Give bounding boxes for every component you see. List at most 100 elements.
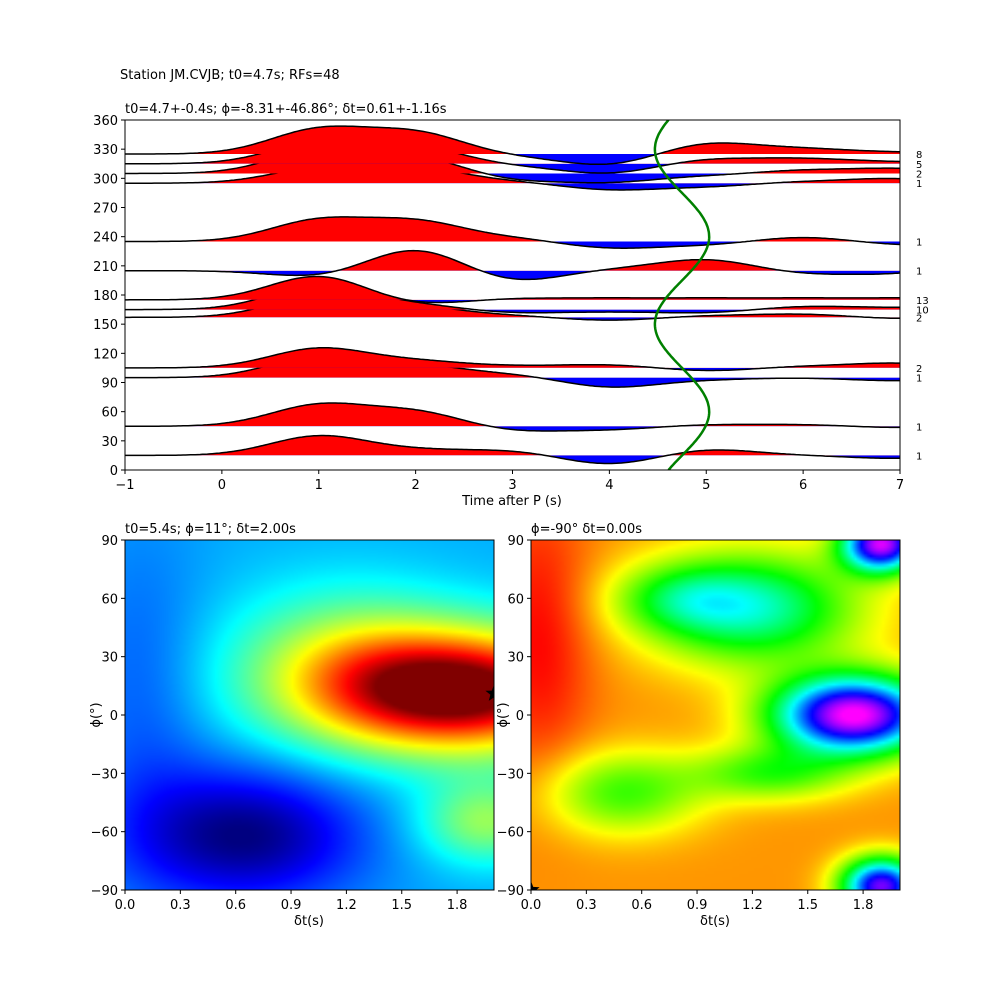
- rf-trace: [125, 216, 900, 249]
- rf-trace-count: 2: [916, 169, 922, 180]
- rf-trace-positive-fill: [125, 216, 900, 242]
- heatmap-left-panel: t0=5.4s; ϕ=11°; δt=2.00s 0.0 0.3 0.6 0.9 1.2…: [89, 522, 495, 929]
- hm-right-x-tick-label: 0.6: [631, 898, 652, 913]
- heatmap-right-title: ϕ=-90° δt=0.00s: [531, 522, 642, 537]
- rf-trace-line: [125, 147, 900, 184]
- heatmap-left-x-axis: 0.0 0.3 0.6 0.9 1.2 1.5 1.8: [115, 890, 468, 913]
- rf-x-tick-label: 7: [896, 478, 904, 493]
- rf-trace-positive-fill: [336, 250, 784, 271]
- rf-x-tick-label: 3: [508, 478, 516, 493]
- rf-trace: [125, 249, 900, 281]
- rf-trace-negative-fill: [548, 241, 900, 249]
- hm-left-star-icon: [485, 684, 494, 701]
- hm-right-x-tick-label: 1.2: [742, 898, 763, 913]
- hm-left-y-tick-label: −60: [91, 826, 118, 841]
- rf-y-tick-label: 270: [93, 202, 118, 217]
- hm-right-x-tick-label: 0.3: [576, 898, 597, 913]
- hm-left-y-tick-label: −90: [91, 884, 118, 899]
- rf-y-tick-label: 210: [93, 260, 118, 275]
- rf-trace-line: [125, 249, 900, 281]
- hm-left-y-tick-label: 90: [101, 534, 118, 549]
- rf-trace-line: [125, 216, 900, 249]
- rf-trace-negative-fill: [510, 154, 658, 165]
- heatmap-right-x-axis: 0.0 0.3 0.6 0.9 1.2 1.5 1.8: [521, 890, 874, 913]
- heatmap-left-title: t0=5.4s; ϕ=11°; δt=2.00s: [125, 522, 296, 537]
- hm-right-y-tick-label: 0: [516, 709, 524, 724]
- rf-trace-line: [125, 139, 900, 174]
- rf-trace-negative-fill: [538, 377, 900, 388]
- heatmap-left-best-fit-star: [485, 684, 494, 701]
- heatmap-right-y-axis: 90 60 30 0 −30 −60 −90: [497, 534, 531, 899]
- rf-x-tick-label: 6: [799, 478, 807, 493]
- rf-trace-negative-fill: [125, 183, 900, 190]
- rf-trace-line: [125, 275, 900, 304]
- rf-y-tick-label: 0: [110, 464, 118, 479]
- rf-traces: [125, 125, 900, 465]
- rf-x-tick-label: 0: [218, 478, 226, 493]
- hm-left-x-tick-label: 0.9: [281, 898, 302, 913]
- rf-trace-positive-fill: [125, 126, 900, 155]
- rf-trace-count: 10: [916, 306, 929, 317]
- hm-left-y-tick-label: −30: [91, 767, 118, 782]
- hm-left-y-tick-label: 0: [110, 709, 118, 724]
- hm-right-y-tick-label: −60: [497, 826, 524, 841]
- rf-x-label: Time after P (s): [461, 494, 562, 509]
- rf-trace-line: [125, 125, 900, 166]
- rf-trace: [125, 434, 900, 465]
- rf-trace-count: 1: [916, 238, 922, 249]
- rf-trace-positive-fill: [128, 276, 900, 300]
- rf-trace-count: 2: [916, 313, 922, 324]
- rf-trace: [125, 275, 900, 304]
- rf-y-tick-label: 360: [93, 114, 118, 129]
- rf-trace-line: [125, 434, 900, 465]
- rf-trace-negative-fill: [125, 270, 900, 280]
- hm-left-x-tick-label: 0.6: [225, 898, 246, 913]
- rf-x-tick-label: −1: [115, 478, 134, 493]
- rf-y-tick-label: 150: [93, 318, 118, 333]
- rf-y-tick-label: 120: [93, 347, 118, 362]
- rf-trace: [125, 354, 900, 388]
- hm-right-x-tick-label: 0.9: [687, 898, 708, 913]
- rf-trace-count: 13: [916, 296, 929, 307]
- hm-right-star-icon: [531, 881, 540, 890]
- rf-trace-negative-fill: [125, 426, 900, 431]
- heatmap-right-best-fit-star: [531, 881, 540, 890]
- heatmap-left-y-label: ϕ(°): [89, 702, 104, 727]
- hm-left-x-tick-label: 0.3: [170, 898, 191, 913]
- rf-trace-line: [125, 354, 900, 388]
- hm-right-y-tick-label: −90: [497, 884, 524, 899]
- rf-trace-count: 1: [916, 451, 922, 462]
- rf-x-tick-label: 5: [702, 478, 710, 493]
- rf-x-tick-label: 1: [315, 478, 323, 493]
- rf-y-tick-label: 240: [93, 231, 118, 246]
- heatmap-right-x-label: δt(s): [700, 914, 730, 929]
- heatmap-left-image: [125, 540, 494, 890]
- hm-left-x-tick-label: 1.5: [391, 898, 412, 913]
- hm-left-x-tick-label: 1.8: [447, 898, 468, 913]
- rf-trace-count: 1: [916, 267, 922, 278]
- rf-trace-positive-fill: [125, 403, 853, 427]
- rf-trace-line: [125, 347, 900, 372]
- rf-trace: [125, 347, 900, 372]
- rf-trace-line: [125, 402, 900, 432]
- heatmap-right-panel: ϕ=-90° δt=0.00s 0.0 0.3 0.6 0.9 1.2 1.5 1.8 90…: [496, 522, 901, 929]
- heatmap-right-y-label: ϕ(°): [496, 702, 511, 727]
- rf-trace-count: 1: [916, 374, 922, 385]
- rf-y-tick-label: 60: [101, 406, 118, 421]
- rf-trace-count: 2: [916, 364, 922, 375]
- hm-right-x-tick-label: 1.5: [797, 898, 818, 913]
- rf-trace-positive-fill: [125, 347, 900, 368]
- rf-trace: [125, 402, 900, 432]
- hm-right-x-tick-label: 1.8: [853, 898, 874, 913]
- rf-y-tick-label: 300: [93, 172, 118, 187]
- rf-trace-count: 1: [916, 179, 922, 190]
- heatmap-left-y-axis: 90 60 30 0 −30 −60 −90: [91, 534, 125, 899]
- hm-right-y-tick-label: 30: [507, 651, 524, 666]
- hm-right-y-tick-label: −30: [497, 767, 524, 782]
- hm-left-x-tick-label: 0.0: [115, 898, 136, 913]
- rf-trace-count: 8: [916, 150, 922, 161]
- rf-trace-line: [125, 164, 900, 191]
- heatmap-left-x-label: δt(s): [294, 914, 324, 929]
